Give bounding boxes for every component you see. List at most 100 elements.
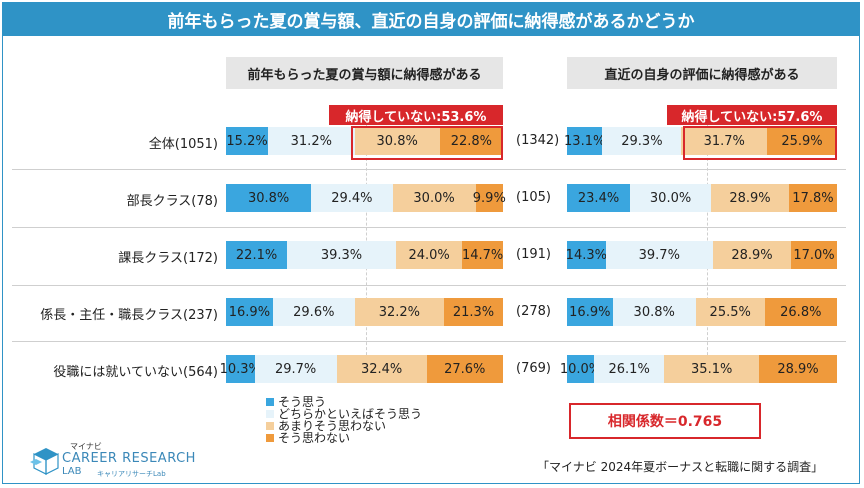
legend-swatch xyxy=(266,398,274,406)
stacked-bar: 16.9% 29.6% 32.2% 21.3% xyxy=(226,298,503,326)
page-title: 前年もらった夏の賞与額、直近の自身の評価に納得感があるかどうか xyxy=(2,2,860,36)
category-label: 係長・主任・職長クラス(237) xyxy=(40,308,218,323)
bar-segment: 10.3% xyxy=(220,355,261,383)
panel-header-evaluation: 直近の自身の評価に納得感がある xyxy=(567,57,837,89)
data-label: 23.4% xyxy=(577,190,620,206)
not-satisfied-label-evaluation: 納得していない:57.6% xyxy=(667,105,837,125)
bar-segment: 29.6% xyxy=(272,298,355,326)
data-label: 14.7% xyxy=(461,247,504,263)
data-label: 30.8% xyxy=(633,304,675,320)
panel-header-bonus: 前年もらった夏の賞与額に納得感がある xyxy=(226,57,503,89)
row-divider xyxy=(12,169,846,170)
data-label: 22.8% xyxy=(450,133,493,149)
legend-label: そう思わない xyxy=(278,431,351,445)
bar-segment: 30.8% xyxy=(226,184,312,212)
data-label: 14.3% xyxy=(565,247,607,263)
data-label: 31.7% xyxy=(703,133,745,149)
data-label: 17.8% xyxy=(792,190,834,206)
bar-segment: 23.4% xyxy=(567,184,631,212)
bar-segment: 28.9% xyxy=(712,241,792,269)
data-label: 17.0% xyxy=(793,247,835,263)
data-label: 25.5% xyxy=(709,304,751,320)
bar-segment: 29.7% xyxy=(254,355,337,383)
bar-segment: 16.9% xyxy=(226,298,273,326)
bar-segment: 31.2% xyxy=(268,127,355,155)
legend-item: そう思う xyxy=(266,396,422,408)
legend-item: どちらかといえばそう思う xyxy=(266,408,422,420)
bar-segment: 35.1% xyxy=(664,355,760,383)
legend-item: あまりそう思わない xyxy=(266,420,422,432)
bar-segment: 26.1% xyxy=(593,355,665,383)
data-label: 25.9% xyxy=(781,133,823,149)
bar-segment: 29.4% xyxy=(311,184,393,212)
bar-segment: 28.9% xyxy=(759,355,837,383)
data-label: 32.4% xyxy=(360,361,403,377)
category-label: 全体(1051) xyxy=(148,137,218,152)
bar-segment: 39.7% xyxy=(605,241,713,269)
bar-segment: 10.0% xyxy=(560,355,601,383)
category-label: 役職には就いていない(564) xyxy=(53,365,218,380)
data-label: 39.3% xyxy=(320,247,363,263)
data-label: 15.2% xyxy=(226,133,268,149)
logo-text: CAREER RESEARCH xyxy=(62,451,196,466)
bar-segment: 14.7% xyxy=(462,241,503,269)
bar-segment: 17.0% xyxy=(791,241,837,269)
data-label: 28.9% xyxy=(729,190,771,206)
data-label: 29.7% xyxy=(274,361,317,377)
stacked-bar: 10.3% 29.7% 32.4% 27.6% xyxy=(220,355,503,383)
category-label: (278) xyxy=(516,304,551,319)
logo-sub: LAB xyxy=(62,466,82,477)
category-label: (1342) xyxy=(516,133,560,148)
career-research-lab-logo-icon xyxy=(30,448,59,475)
bar-segment: 15.2% xyxy=(226,127,269,155)
row-divider xyxy=(12,341,846,342)
category-label: (105) xyxy=(516,190,551,205)
stacked-bar: 14.3% 39.7% 28.9% 17.0% xyxy=(565,241,837,269)
data-label: 30.8% xyxy=(247,190,290,206)
logo-sub-jp: キャリアリサーチLab xyxy=(97,470,166,478)
stacked-bar: 30.8% 29.4% 30.0% 9.9% xyxy=(226,184,506,212)
category-label: 課長クラス(172) xyxy=(118,251,218,266)
bar-segment: 9.9% xyxy=(472,184,506,212)
bar-segment: 26.8% xyxy=(764,298,837,326)
data-label: 35.1% xyxy=(691,361,733,377)
data-label: 39.7% xyxy=(638,247,680,263)
bar-segment: 30.8% xyxy=(612,298,696,326)
bar-segment: 22.1% xyxy=(226,241,288,269)
data-label: 29.6% xyxy=(293,304,335,320)
correlation-box: 相関係数＝0.765 xyxy=(569,403,761,439)
data-label: 16.9% xyxy=(228,304,271,320)
stacked-bar: 15.2% 31.2% 30.8% 22.8% xyxy=(226,127,503,155)
data-label: 27.6% xyxy=(444,361,486,377)
data-label: 13.1% xyxy=(564,133,606,149)
data-label: 24.0% xyxy=(408,247,450,263)
bar-segment: 27.6% xyxy=(426,355,503,383)
bar-segment: 17.8% xyxy=(788,184,837,212)
data-label: 26.8% xyxy=(780,304,822,320)
stacked-bar: 10.0% 26.1% 35.1% 28.9% xyxy=(560,355,837,383)
bar-segment: 29.3% xyxy=(602,127,682,155)
data-label: 30.8% xyxy=(376,133,418,149)
stacked-bar: 13.1% 29.3% 31.7% 25.9% xyxy=(564,127,837,155)
data-label: 10.0% xyxy=(559,361,602,377)
bar-segment: 31.7% xyxy=(681,127,768,155)
legend-label: そう思う xyxy=(278,395,327,409)
data-label: 28.9% xyxy=(731,247,773,263)
bar-segment: 25.5% xyxy=(695,298,765,326)
data-label: 29.3% xyxy=(621,133,663,149)
legend-label: あまりそう思わない xyxy=(278,419,387,433)
bar-segment: 28.9% xyxy=(711,184,789,212)
data-label: 9.9% xyxy=(472,190,506,206)
category-label: (191) xyxy=(516,247,551,262)
legend-item: そう思わない xyxy=(266,432,422,444)
row-divider xyxy=(12,227,846,228)
legend: そう思う どちらかといえばそう思う あまりそう思わない そう思わない xyxy=(266,396,422,444)
data-label: 30.0% xyxy=(649,190,692,206)
stacked-bar: 22.1% 39.3% 24.0% 14.7% xyxy=(226,241,503,269)
legend-swatch xyxy=(266,410,274,418)
legend-swatch xyxy=(266,422,274,430)
bar-segment: 14.3% xyxy=(565,241,607,269)
bar-segment: 30.8% xyxy=(354,127,440,155)
data-label: 31.2% xyxy=(290,133,332,149)
not-satisfied-highlight-evaluation xyxy=(683,126,837,160)
